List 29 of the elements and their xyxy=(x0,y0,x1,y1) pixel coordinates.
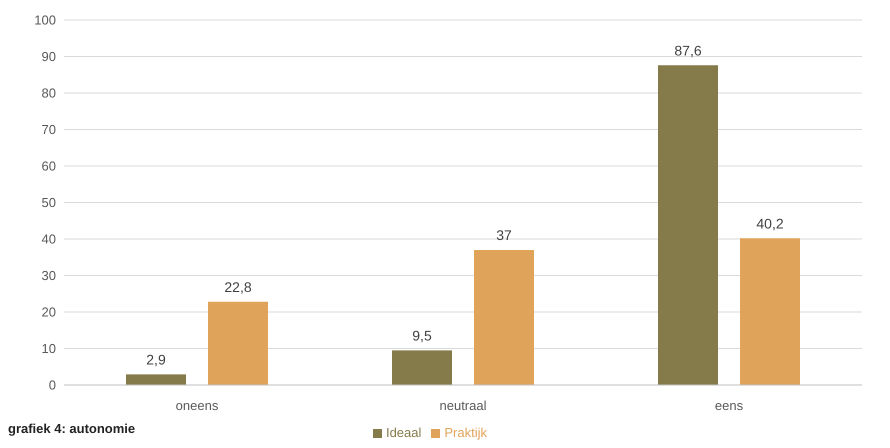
x-tick-label: neutraal xyxy=(440,398,487,414)
bar xyxy=(126,374,186,385)
data-label: 9,5 xyxy=(412,327,432,344)
y-tick-label: 40 xyxy=(42,232,56,247)
bar xyxy=(474,250,534,385)
data-label: 37 xyxy=(496,226,512,243)
data-label: 40,2 xyxy=(756,215,784,232)
bar xyxy=(658,65,718,385)
y-tick-label: 100 xyxy=(34,12,56,28)
x-tick-label: oneens xyxy=(176,398,219,414)
y-tick-label: 80 xyxy=(42,86,56,101)
y-tick-label: 90 xyxy=(42,49,56,64)
y-tick-label: 10 xyxy=(42,341,56,356)
data-label: 22,8 xyxy=(224,278,252,295)
data-label: 87,6 xyxy=(674,42,702,58)
bar xyxy=(740,238,800,385)
legend-label: Ideaal xyxy=(386,425,422,440)
y-tick-label: 20 xyxy=(42,304,56,320)
y-tick-label: 70 xyxy=(42,122,56,138)
x-tick-label: eens xyxy=(714,398,744,414)
y-tick-label: 0 xyxy=(48,378,56,393)
bar xyxy=(392,350,452,385)
legend-label: Praktijk xyxy=(444,425,488,440)
data-label: 2,9 xyxy=(146,351,166,368)
bar xyxy=(208,302,268,385)
y-tick-label: 30 xyxy=(42,268,56,284)
y-tick-label: 60 xyxy=(42,158,56,174)
y-tick-label: 50 xyxy=(42,195,56,210)
text: grafiek 4: autonomie xyxy=(8,421,136,436)
